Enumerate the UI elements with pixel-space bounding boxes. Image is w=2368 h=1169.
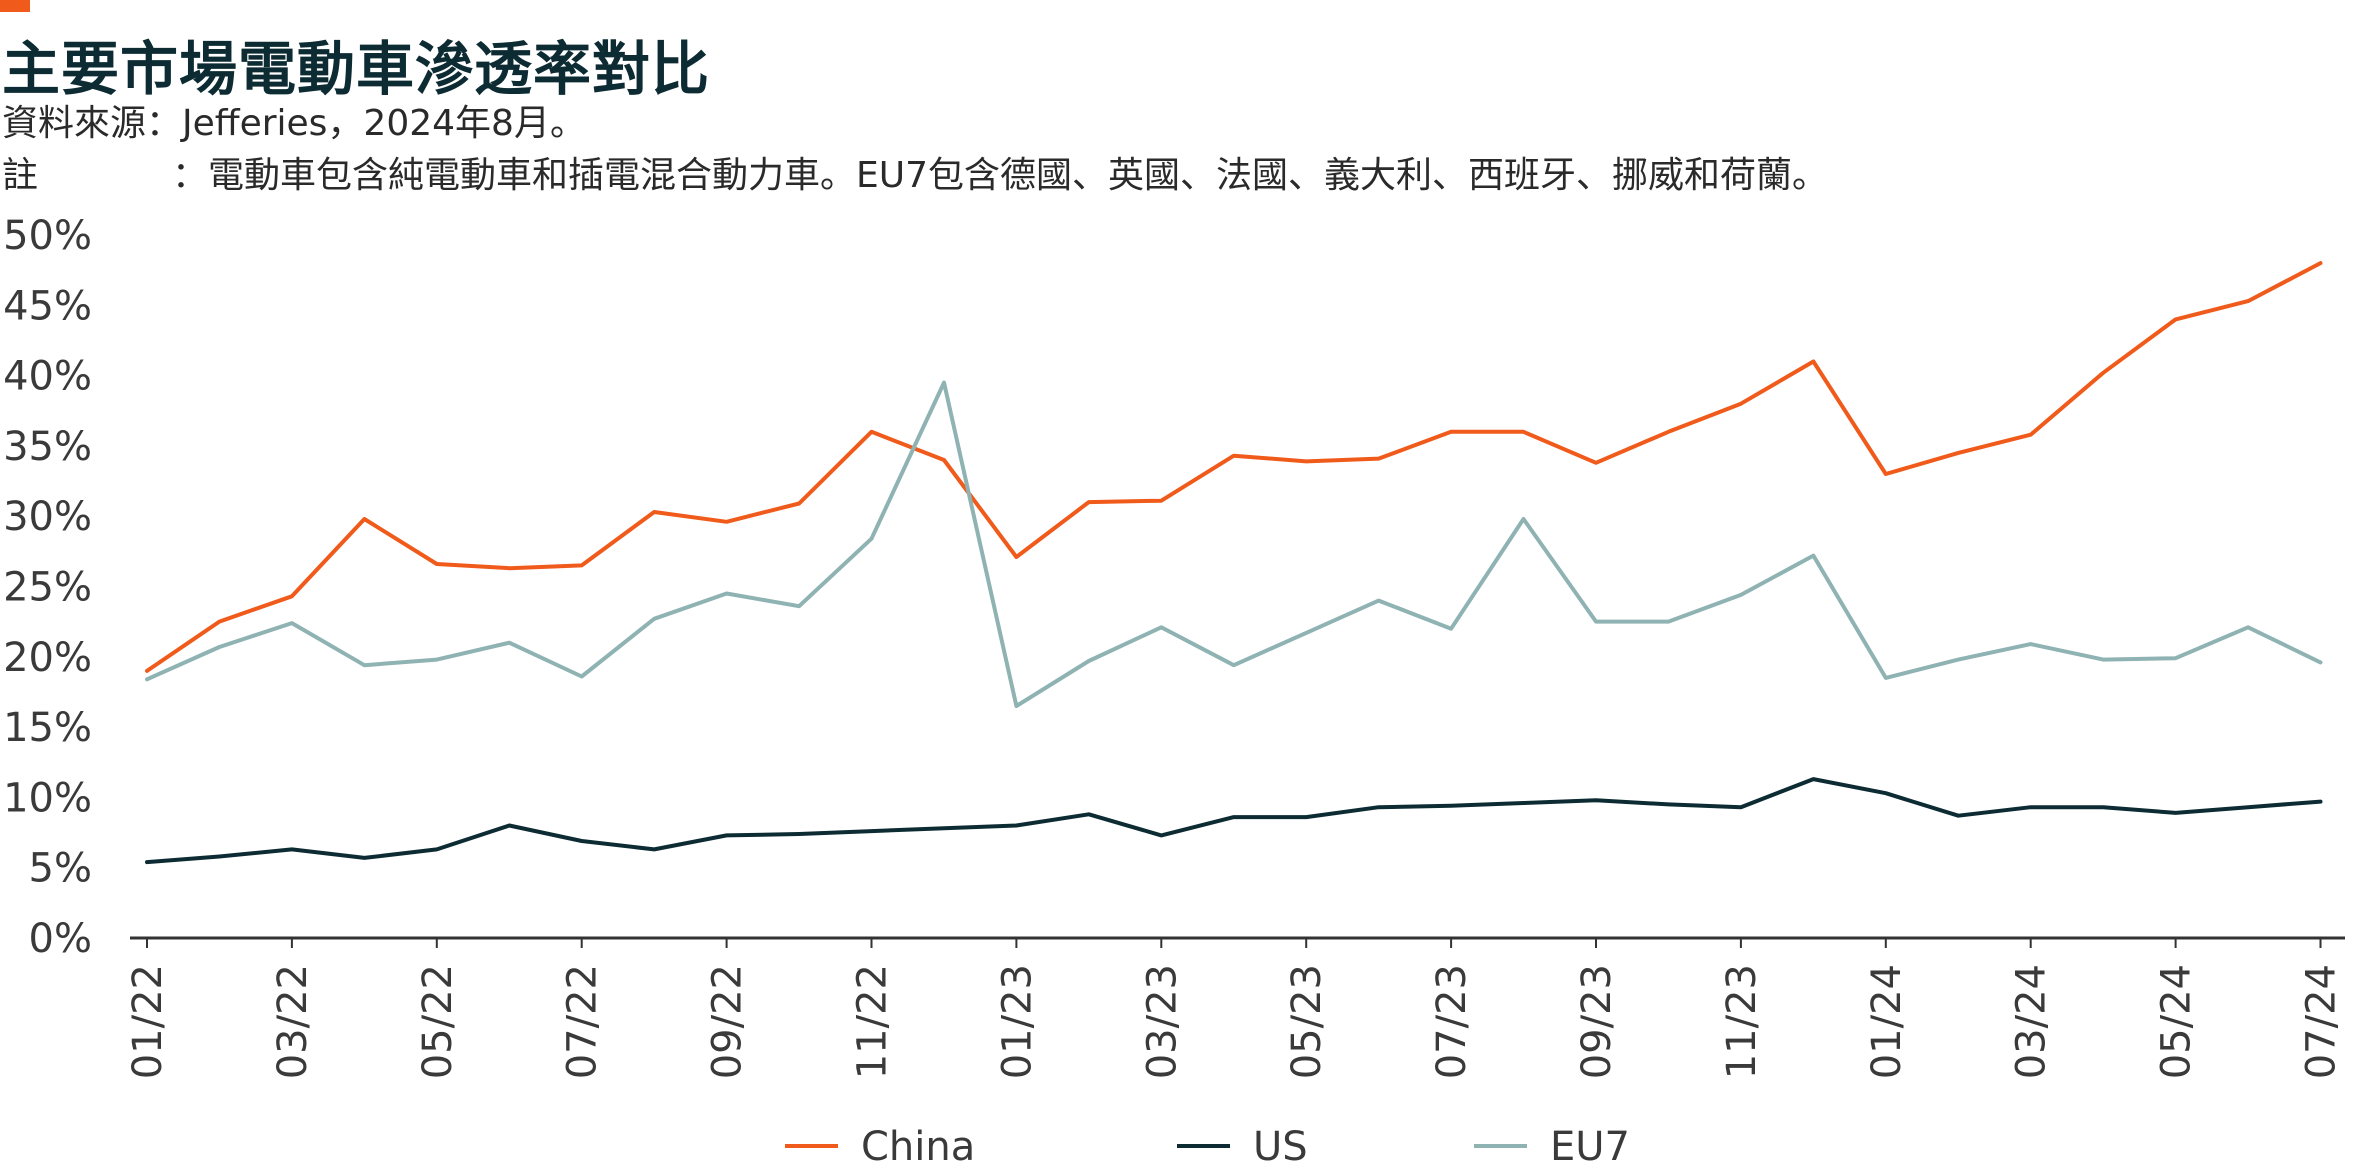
x-tick-label: 01/22	[125, 964, 171, 1079]
x-tick-label: 11/22	[850, 964, 896, 1079]
series-line-us	[145, 777, 2323, 865]
x-tick-label: 01/24	[1864, 964, 1910, 1079]
y-tick-label: 5%	[29, 846, 92, 892]
y-tick-label: 10%	[3, 775, 92, 821]
y-tick-label: 25%	[3, 565, 92, 611]
y-tick-label: 40%	[3, 354, 92, 400]
y-tick-label: 20%	[3, 635, 92, 681]
chart-title: 主要市場電動車滲透率對比	[2, 35, 711, 103]
x-tick-label: 05/24	[2154, 964, 2200, 1079]
x-tick-label: 07/22	[560, 964, 606, 1079]
y-tick-label: 30%	[3, 494, 92, 540]
y-tick-label: 35%	[3, 424, 92, 470]
footnote: 註 ：電動車包含純電動車和插電混合動力車。EU7包含德國、英國、法國、義大利、西班…	[2, 146, 1828, 198]
series-line-china	[145, 261, 2323, 673]
source-note: 資料來源：Jefferies，2024年8月。	[2, 103, 586, 144]
y-tick-label: 45%	[3, 283, 92, 329]
legend-label-eu7: EU7	[1550, 1124, 1630, 1169]
y-tick-label: 50%	[3, 213, 92, 259]
legend-label-us: US	[1253, 1124, 1308, 1169]
legend: China US EU7	[785, 1124, 1630, 1169]
x-tick-label: 07/23	[1429, 964, 1475, 1079]
x-axis-ticks: 01/22 03/22 05/22 07/22 09/22 11/22 01/23 03/23…	[125, 938, 2345, 1079]
y-tick-label: 0%	[29, 916, 92, 962]
x-tick-label: 09/23	[1574, 964, 1620, 1079]
y-tick-label: 15%	[3, 705, 92, 751]
series-lines	[145, 261, 2323, 865]
y-axis-ticks: 0% 5% 10% 15% 20% 25% 30% 35% 40% 45% 50%	[3, 213, 92, 962]
accent-bar	[0, 0, 30, 12]
x-tick-label: 03/23	[1139, 964, 1185, 1079]
x-tick-label: 05/22	[415, 964, 461, 1079]
footnote-text: ：電動車包含純電動車和插電混合動力車。EU7包含德國、英國、法國、義大利、西班牙…	[172, 155, 1829, 196]
x-tick-label: 09/22	[705, 964, 751, 1079]
x-tick-label: 11/23	[1719, 964, 1765, 1079]
footnote-label: 註	[2, 155, 39, 196]
series-line-eu7	[145, 380, 2323, 708]
legend-label-china: China	[861, 1124, 975, 1169]
x-tick-label: 07/24	[2299, 964, 2345, 1079]
x-tick-label: 03/22	[270, 964, 316, 1079]
x-tick-label: 05/23	[1284, 964, 1330, 1079]
x-tick-label: 03/24	[2009, 964, 2055, 1079]
x-tick-label: 01/23	[994, 964, 1040, 1079]
